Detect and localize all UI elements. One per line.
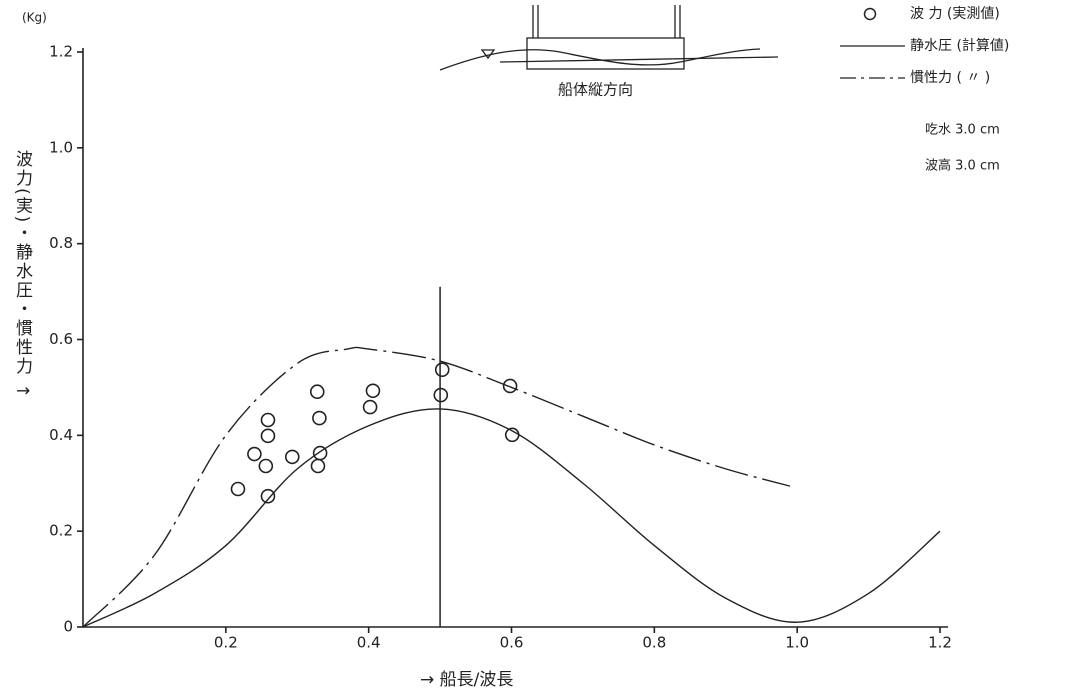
data-point — [261, 414, 274, 427]
x-tick-label: 0.2 — [214, 634, 238, 652]
chart: (Kg) 波力(実)・静水圧・慣性力 ↑ → 船長/波長 船体縦方向 吃水 3.… — [0, 0, 1070, 699]
diagram-label: 船体縦方向 — [558, 81, 633, 99]
data-point — [259, 460, 272, 473]
legend-marker — [865, 9, 876, 20]
y-tick-label: 1.0 — [49, 138, 73, 156]
y-tick-label: 0.4 — [49, 426, 73, 444]
data-point — [313, 412, 326, 425]
y-tick-label: 0 — [63, 618, 73, 636]
legend-label: 静水圧 (計算値) — [910, 38, 1009, 54]
data-point — [261, 429, 274, 442]
data-point — [286, 450, 299, 463]
note: 吃水 3.0 cm — [925, 122, 1000, 138]
data-point — [311, 460, 324, 473]
x-tick-label: 1.2 — [928, 634, 952, 652]
x-tick-label: 1.0 — [785, 634, 809, 652]
legend-label: 慣性力 ( 〃 ) — [910, 69, 990, 86]
data-point — [366, 384, 379, 397]
y-axis-label: 波力(実)・静水圧・慣性力 ↑ — [12, 150, 33, 400]
x-tick-label: 0.8 — [642, 634, 666, 652]
data-point — [248, 448, 261, 461]
data-point — [364, 401, 377, 414]
x-tick-label: 0.6 — [500, 634, 524, 652]
data-point — [261, 490, 274, 503]
data-point — [311, 385, 324, 398]
data-point — [231, 483, 244, 496]
x-tick-label: 0.4 — [357, 634, 381, 652]
y-unit: (Kg) — [22, 11, 47, 25]
data-point — [436, 363, 449, 376]
y-tick-label: 1.2 — [49, 43, 73, 61]
y-tick-label: 0.8 — [49, 234, 73, 252]
note: 波高 3.0 cm — [925, 158, 1000, 174]
hull-diagram — [440, 5, 778, 70]
y-tick-label: 0.6 — [49, 330, 73, 348]
legend-label: 波 力 (実測値) — [910, 6, 1000, 22]
x-axis-label: → 船長/波長 — [420, 670, 513, 690]
y-tick-label: 0.2 — [49, 522, 73, 540]
data-point — [504, 379, 517, 392]
